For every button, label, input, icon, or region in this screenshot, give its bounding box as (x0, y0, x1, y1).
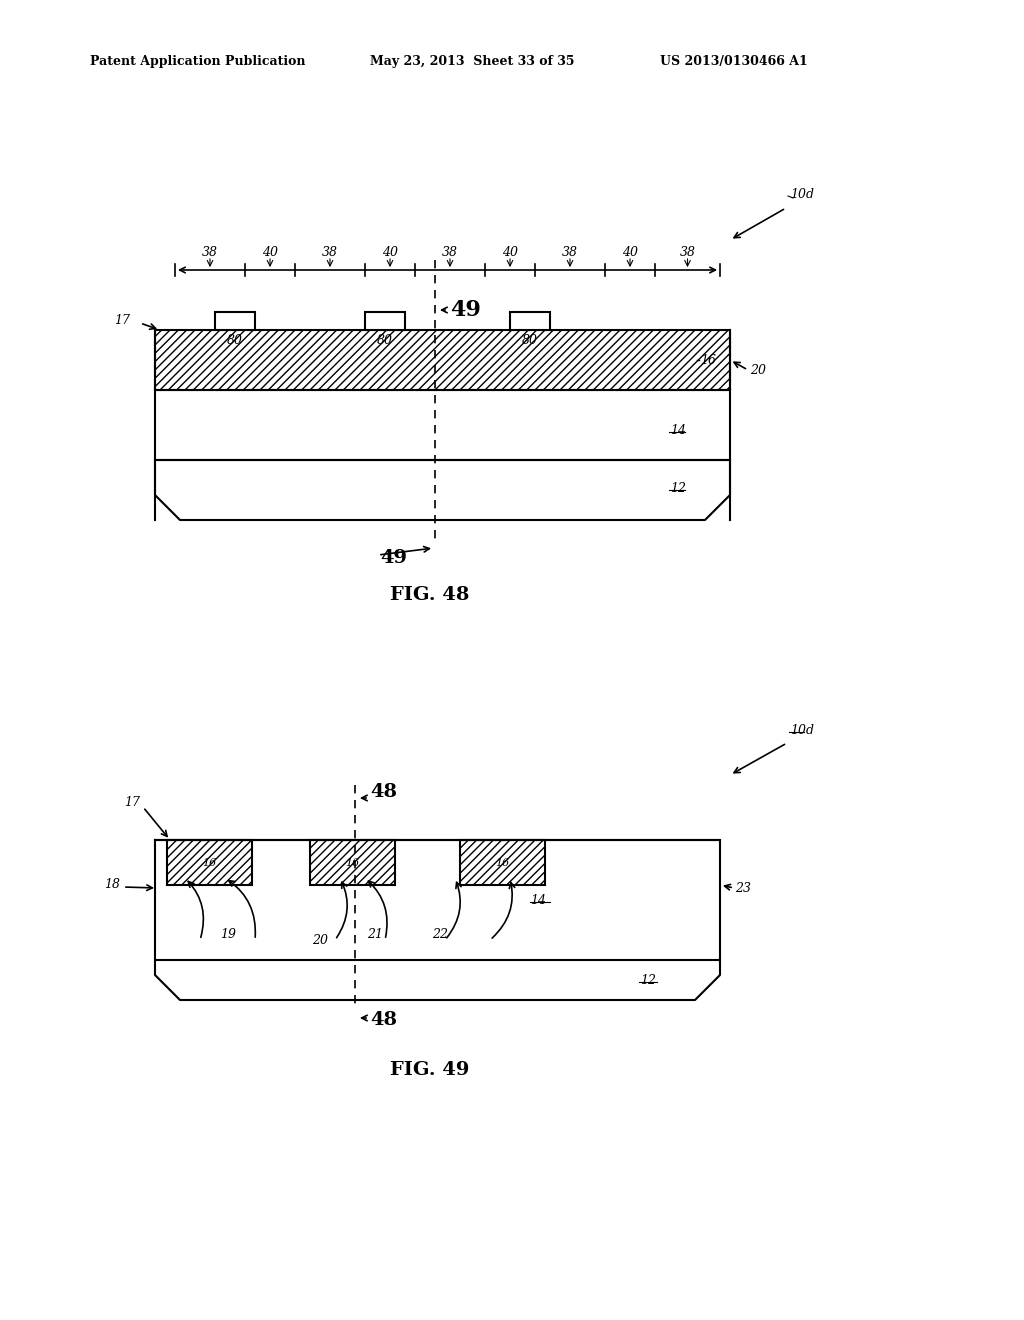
Text: 38: 38 (202, 246, 218, 259)
Text: Patent Application Publication: Patent Application Publication (90, 55, 305, 69)
Bar (510, 312, 550, 330)
Text: FIG. 48: FIG. 48 (390, 586, 470, 605)
Bar (155, 330, 730, 389)
Text: 17: 17 (114, 314, 130, 326)
Text: 40: 40 (622, 246, 638, 259)
Text: 40: 40 (382, 246, 398, 259)
Text: 20: 20 (750, 363, 766, 376)
Bar (215, 312, 255, 330)
Text: 49: 49 (380, 549, 407, 568)
Text: 21: 21 (367, 928, 383, 941)
Bar (365, 312, 406, 330)
Text: 49: 49 (450, 300, 481, 321)
Text: FIG. 49: FIG. 49 (390, 1061, 470, 1078)
Text: 10d: 10d (790, 189, 814, 202)
Text: 80: 80 (227, 334, 243, 346)
Text: 48: 48 (370, 1011, 397, 1030)
Text: 18: 18 (104, 879, 120, 891)
Text: 12: 12 (640, 974, 656, 986)
Text: 22: 22 (432, 928, 449, 941)
Text: 14: 14 (670, 424, 686, 437)
Text: 80: 80 (377, 334, 393, 346)
Text: 19: 19 (220, 928, 236, 941)
Text: 38: 38 (322, 246, 338, 259)
Text: 14: 14 (530, 894, 546, 907)
Text: 38: 38 (442, 246, 458, 259)
Text: 12: 12 (670, 482, 686, 495)
Text: 16: 16 (700, 354, 716, 367)
Text: 16: 16 (203, 858, 217, 867)
Bar (460, 840, 545, 884)
Text: 40: 40 (262, 246, 278, 259)
Text: 38: 38 (562, 246, 578, 259)
Text: 16: 16 (345, 858, 359, 867)
Text: 10d: 10d (790, 723, 814, 737)
Text: 16: 16 (496, 858, 510, 867)
Text: May 23, 2013  Sheet 33 of 35: May 23, 2013 Sheet 33 of 35 (370, 55, 574, 69)
Text: 40: 40 (502, 246, 518, 259)
Text: 23: 23 (735, 882, 751, 895)
Text: 38: 38 (680, 246, 695, 259)
Text: 48: 48 (370, 783, 397, 801)
Text: 80: 80 (522, 334, 538, 346)
Text: US 2013/0130466 A1: US 2013/0130466 A1 (660, 55, 808, 69)
Text: 20: 20 (312, 933, 328, 946)
Bar (167, 840, 252, 884)
Bar (310, 840, 395, 884)
Text: 17: 17 (124, 796, 140, 809)
